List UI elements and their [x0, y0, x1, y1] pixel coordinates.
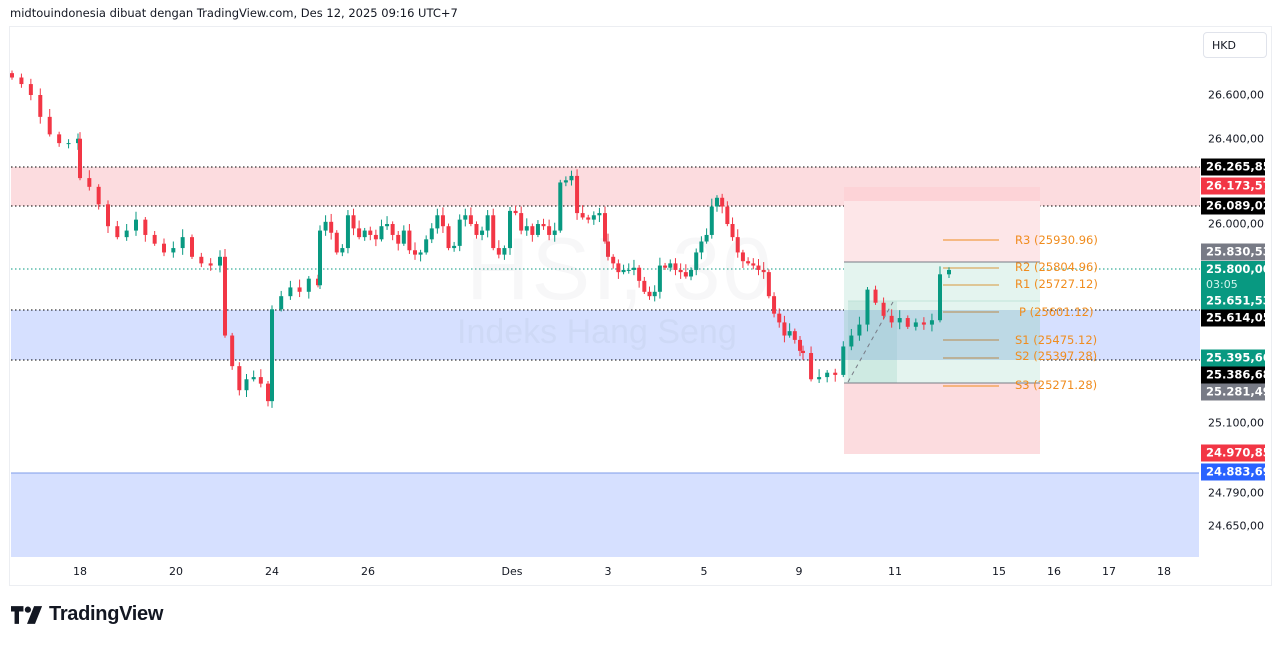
time-tick: 24: [265, 565, 279, 578]
price-tag-26089: 26.089,02: [1201, 197, 1271, 215]
attribution-text: midtouindonesia dibuat dengan TradingVie…: [10, 6, 458, 20]
price-tick: 26.600,00: [1208, 88, 1264, 102]
pivot-label-p: P (25601.12): [1019, 305, 1094, 319]
price-tag-24883: 24.883,69: [1201, 463, 1271, 481]
time-tick: 9: [795, 565, 803, 578]
price-tick: 24.790,00: [1208, 486, 1264, 500]
pivot-label-s2: S2 (25397.28): [1015, 349, 1098, 363]
pivot-label-s3: S3 (25271.28): [1015, 378, 1098, 392]
last-price-value: 25.800,00: [1206, 262, 1271, 276]
time-tick: 15: [992, 565, 1006, 578]
price-tick: 26.400,00: [1208, 132, 1264, 146]
time-tick: 18: [73, 565, 87, 578]
price-tick: 26.000,00: [1208, 217, 1264, 231]
time-tick: 11: [888, 565, 902, 578]
price-tag-24970: 24.970,85: [1201, 444, 1271, 462]
price-tag-25386: 25.386,68: [1201, 366, 1271, 384]
time-tick: Des: [501, 565, 523, 578]
time-tick: 16: [1047, 565, 1061, 578]
symbol-watermark: HSI, 30: [466, 219, 774, 318]
pivot-label-r1: R1 (25727.12): [1015, 277, 1098, 291]
price-tag-25281: 25.281,49: [1201, 383, 1271, 401]
description-watermark: Indeks Hang Seng: [457, 313, 737, 351]
price-tag-26173: 26.173,57: [1201, 177, 1271, 195]
time-tick: 26: [361, 565, 375, 578]
pivot-lines: [943, 239, 999, 387]
time-tick: 17: [1102, 565, 1116, 578]
long-position-tool[interactable]: [844, 187, 1040, 454]
currency-selector[interactable]: HKD: [1203, 32, 1267, 58]
time-tick: 20: [169, 565, 183, 578]
price-tag-26265: 26.265,85: [1201, 158, 1271, 176]
pivot-label-s1: S1 (25475.12): [1015, 333, 1098, 347]
price-tag-25651: 25.651,53: [1201, 292, 1271, 310]
bar-countdown: 03:05: [1206, 278, 1238, 291]
candlestick-series: [10, 70, 951, 408]
last-price-tag: 25.800,00 03:05: [1201, 261, 1271, 293]
price-tag-25395: 25.395,66: [1201, 349, 1271, 367]
lower-support-zone: [11, 473, 1199, 557]
brand-name: TradingView: [49, 603, 164, 625]
pivot-label-r2: R2 (25804.96): [1015, 260, 1098, 274]
time-tick: 5: [700, 565, 708, 578]
time-tick: 18: [1157, 565, 1171, 578]
pivot-label-r3: R3 (25930.96): [1015, 233, 1098, 247]
price-tick: 24.650,00: [1208, 519, 1264, 533]
tradingview-brand[interactable]: TradingView: [11, 603, 163, 626]
price-tick: 25.100,00: [1208, 416, 1264, 430]
tradingview-logo-icon: [11, 605, 43, 624]
price-tag-25614: 25.614,05: [1201, 309, 1271, 327]
price-tag-25830: 25.830,53: [1201, 243, 1271, 261]
time-tick: 3: [604, 565, 612, 578]
